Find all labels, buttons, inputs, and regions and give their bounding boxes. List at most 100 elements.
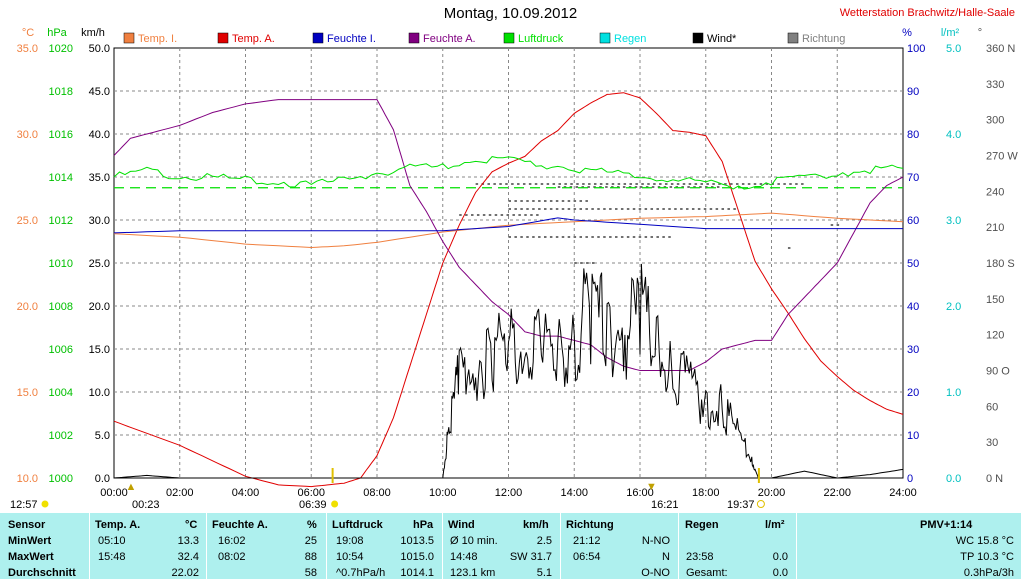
event-time-label: 16:21 <box>651 499 679 511</box>
temp-tick-label: 25.0 <box>17 215 38 227</box>
stats-header-wind: Wind <box>448 519 475 531</box>
direction-dot <box>530 214 533 216</box>
sun-moon-markers: ▲ ▼ 12:57 00:23 06:39 16:21 19:37 <box>10 468 765 511</box>
direction-dot <box>640 186 643 188</box>
grid <box>113 47 904 479</box>
stats-cell-d-time: 06:54 <box>573 551 601 563</box>
direction-tick-label: 360 N <box>986 43 1015 55</box>
temp-tick-label: 20.0 <box>17 301 38 313</box>
direction-dot <box>611 183 615 185</box>
direction-dot <box>634 186 638 188</box>
event-time-label: 00:23 <box>132 499 160 511</box>
direction-dot <box>506 214 510 216</box>
direction-dot <box>549 236 553 238</box>
direction-dot <box>647 183 650 185</box>
direction-dot <box>561 200 565 202</box>
direction-dot <box>609 208 612 210</box>
pressure-tick-label: 1020 <box>49 43 73 55</box>
divider <box>442 513 443 579</box>
stats-header-rain: Regen <box>685 519 719 531</box>
direction-dot <box>524 214 527 216</box>
direction-dot <box>664 183 668 185</box>
direction-dot <box>532 200 535 202</box>
direction-dot <box>459 214 462 216</box>
direction-dot <box>694 183 698 185</box>
direction-dot <box>682 183 686 185</box>
direction-tick-label: 210 <box>986 222 1004 234</box>
pressure-tick-label: 1004 <box>49 387 73 399</box>
direction-dot <box>585 208 588 210</box>
direction-dot <box>476 214 480 216</box>
time-tick-label: 10:00 <box>429 487 457 499</box>
stats-cell-label: MinWert <box>8 535 52 547</box>
temp-tick-label: 35.0 <box>17 43 38 55</box>
wind-tick-label: 5.0 <box>95 430 110 442</box>
chart-title: Montag, 10.09.2012 <box>443 5 578 22</box>
humidity-tick-label: 70 <box>907 172 919 184</box>
stats-cell-p-val: 1013.5 <box>400 535 434 547</box>
time-tick-label: 02:00 <box>166 487 194 499</box>
stats-cell-d-val: N <box>662 551 670 563</box>
direction-dot <box>597 236 600 238</box>
direction-dot <box>582 183 585 185</box>
pressure-tick-label: 1014 <box>49 172 73 184</box>
rain-tick-label: 3.0 <box>946 215 961 227</box>
divider <box>326 513 327 579</box>
direction-dot <box>575 186 579 188</box>
direction-dot <box>552 183 556 185</box>
stats-header-wind-unit: km/h <box>523 519 549 531</box>
direction-dot <box>487 183 490 185</box>
stats-header-hum-unit: % <box>307 519 317 531</box>
legend-label: Luftdruck <box>518 33 564 45</box>
stats-header-dir: Richtung <box>566 519 614 531</box>
direction-dot <box>579 236 583 238</box>
divider <box>678 513 679 579</box>
time-tick-label: 16:00 <box>626 487 654 499</box>
direction-dot <box>520 236 523 238</box>
direction-dot <box>724 183 727 185</box>
direction-dot <box>718 183 721 185</box>
direction-dot <box>591 236 594 238</box>
humidity-tick-label: 80 <box>907 129 919 141</box>
direction-dot <box>730 183 733 185</box>
wind-tick-label: 45.0 <box>89 86 110 98</box>
direction-dot <box>576 183 579 185</box>
direction-dot <box>644 208 648 210</box>
direction-dot <box>680 208 683 210</box>
direction-dot <box>676 183 680 185</box>
direction-tick-label: 0 N <box>986 473 1003 485</box>
direction-dot <box>587 186 590 188</box>
stats-header-press-unit: hPa <box>413 519 434 531</box>
direction-dot <box>538 200 541 202</box>
legend: Temp. I. Temp. A. Feuchte I. Feuchte A. Luft… <box>123 32 845 45</box>
stats-header-temp: Temp. A. <box>95 519 141 531</box>
humidity-tick-label: 20 <box>907 387 919 399</box>
unit-kmh: km/h <box>81 27 105 39</box>
series-line <box>113 217 903 234</box>
direction-dot <box>605 183 609 185</box>
direction-tick-label: 270 W <box>986 151 1018 163</box>
time-tick-label: 00:00 <box>100 487 128 499</box>
series-line <box>113 92 904 488</box>
legend-swatch <box>312 32 324 44</box>
wind-tick-label: 0.0 <box>95 473 110 485</box>
rain-tick-label: 0.0 <box>946 473 961 485</box>
stats-cell-w-time: Ø 10 min. <box>450 535 498 547</box>
direction-dot <box>532 236 535 238</box>
wind-tick-label: 30.0 <box>89 215 110 227</box>
direction-dot <box>801 183 804 185</box>
direction-dot <box>609 236 612 238</box>
stats-cell-h-val: 25 <box>304 535 317 547</box>
stats-header-temp-unit: °C <box>185 519 198 531</box>
legend-swatch <box>408 32 420 44</box>
pressure-tick-label: 1008 <box>49 301 73 313</box>
temp-tick-label: 30.0 <box>17 129 38 141</box>
direction-dot <box>514 200 517 202</box>
direction-dot <box>697 208 701 210</box>
humidity-tick-label: 10 <box>907 430 919 442</box>
wind-tick-label: 20.0 <box>89 301 110 313</box>
direction-dot <box>706 183 709 185</box>
direction-dot <box>663 186 667 188</box>
direction-dot <box>593 183 597 185</box>
direction-dot <box>615 208 618 210</box>
